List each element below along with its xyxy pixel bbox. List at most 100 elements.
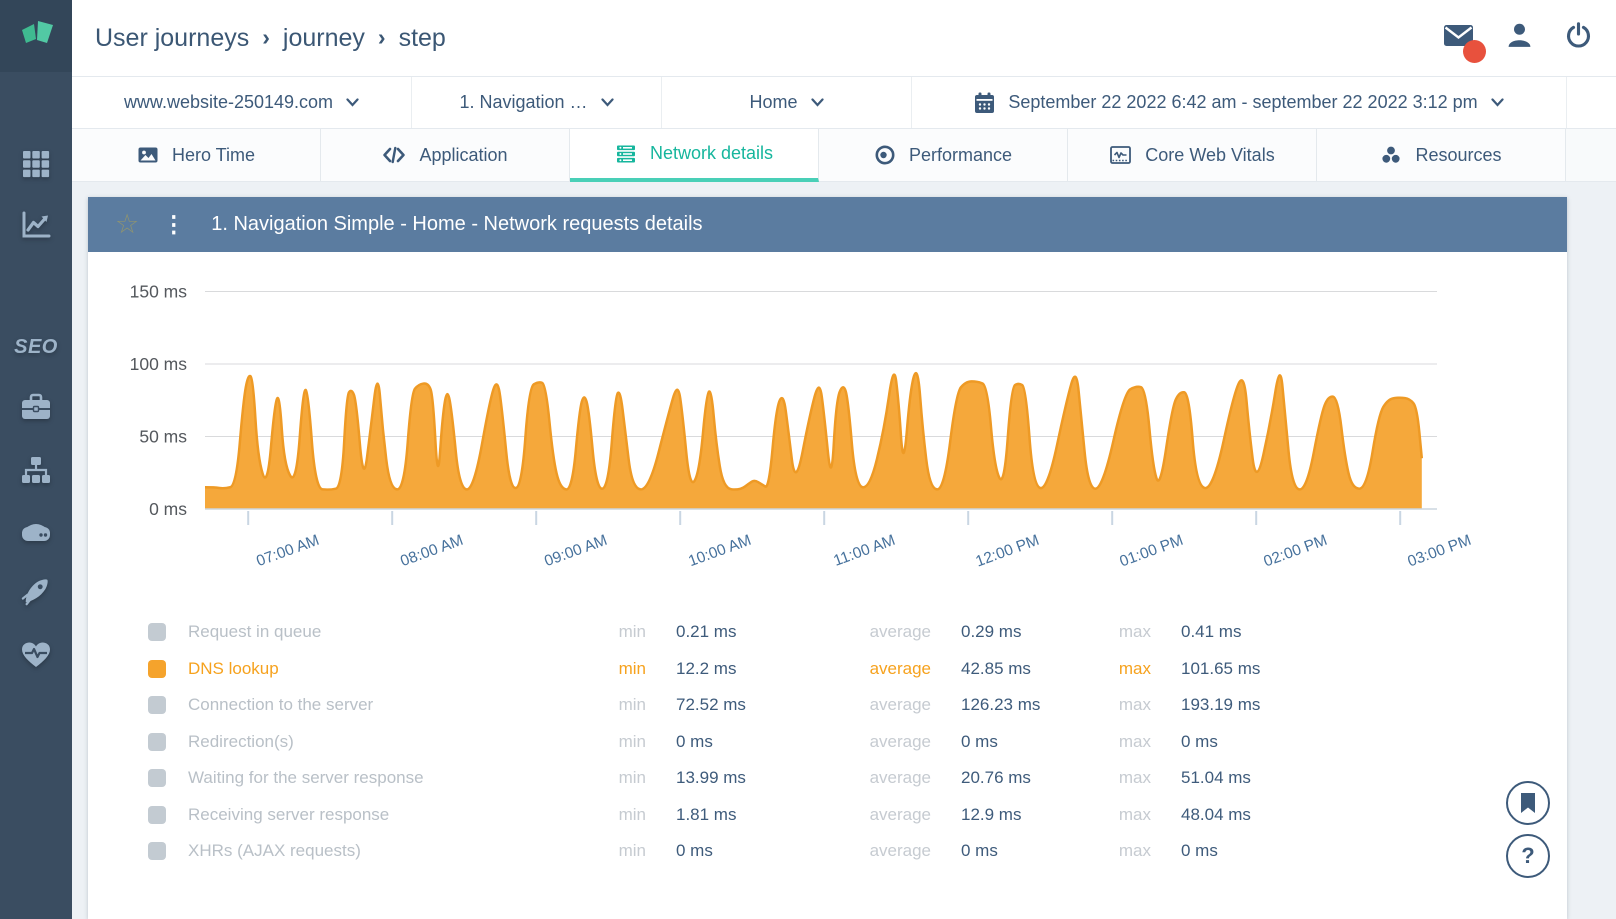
image-icon: [138, 147, 158, 163]
tabs-filler: [1566, 129, 1616, 182]
breadcrumb-user-journeys[interactable]: User journeys: [95, 23, 250, 52]
y-tick-label: 0 ms: [149, 499, 187, 519]
network-details-panel: ☆ ⋮ 1. Navigation Simple - Home - Networ…: [88, 197, 1567, 919]
max-value: 101.65 ms: [1181, 658, 1261, 678]
tab-resources[interactable]: Resources: [1317, 129, 1566, 182]
max-key: max: [1118, 768, 1151, 788]
journey-dropdown[interactable]: 1. Navigation …: [412, 77, 662, 128]
website-dropdown-value: www.website-250149.com: [123, 92, 334, 112]
legend-swatch[interactable]: [148, 842, 166, 861]
legend-label: Redirection(s): [188, 731, 294, 751]
average-key: average: [869, 658, 931, 678]
min-key: min: [618, 658, 646, 678]
breadcrumb-journey[interactable]: journey: [282, 23, 365, 52]
tab-performance[interactable]: Performance: [819, 129, 1068, 182]
tab-label: Network details: [649, 143, 774, 163]
legend-swatch[interactable]: [148, 732, 166, 751]
min-value: 0.21 ms: [676, 622, 737, 642]
legend-swatch[interactable]: [148, 769, 166, 788]
y-tick-label: 100 ms: [130, 354, 188, 374]
legend-row-redirections[interactable]: Redirection(s) min 0 ms average 0 ms max…: [88, 724, 1567, 761]
account-button[interactable]: [1506, 22, 1533, 54]
help-button[interactable]: ?: [1506, 834, 1550, 878]
grid-icon: [23, 151, 50, 178]
legend-label: Request in queue: [188, 622, 322, 642]
x-axis: [205, 508, 1437, 525]
chevron-down-icon: [810, 98, 824, 107]
legend-row-receiving-response[interactable]: Receiving server response min 1.81 ms av…: [88, 797, 1567, 834]
app-logo[interactable]: [0, 0, 72, 72]
average-key: average: [869, 695, 931, 715]
sidebar-item-health[interactable]: [0, 624, 72, 684]
min-value: 13.99 ms: [676, 768, 746, 788]
breadcrumb: User journeys › journey › step: [95, 24, 446, 53]
legend-label: Connection to the server: [188, 695, 374, 715]
logout-button[interactable]: [1565, 22, 1592, 54]
min-value: 0 ms: [676, 841, 713, 861]
chevron-down-icon: [1491, 98, 1504, 107]
sidebar-item-dashboards[interactable]: [0, 134, 72, 194]
legend-row-waiting-for-response[interactable]: Waiting for the server response min 13.9…: [88, 760, 1567, 797]
sidebar: SEO: [0, 0, 72, 919]
legend-row-dns-lookup[interactable]: DNS lookup min 12.2 ms average 42.85 ms …: [88, 651, 1567, 688]
max-value: 51.04 ms: [1181, 768, 1251, 788]
bookmark-button[interactable]: [1506, 781, 1550, 825]
average-key: average: [869, 622, 931, 642]
legend-row-connection-to-server[interactable]: Connection to the server min 72.52 ms av…: [88, 687, 1567, 724]
max-key: max: [1118, 695, 1151, 715]
x-tick-label: 12:00 PM: [973, 532, 1041, 571]
messages-button[interactable]: [1443, 24, 1486, 63]
tab-label: Hero Time: [171, 144, 256, 165]
average-value: 0 ms: [961, 841, 998, 861]
panel-title: 1. Navigation Simple - Home - Network re…: [211, 213, 703, 235]
max-value: 0.41 ms: [1181, 622, 1242, 642]
legend-swatch[interactable]: [148, 696, 166, 715]
envelope-icon: [1444, 24, 1473, 46]
tab-application[interactable]: Application: [321, 129, 570, 182]
step-dropdown[interactable]: Home: [662, 77, 912, 128]
min-key: min: [618, 622, 646, 642]
average-key: average: [869, 731, 931, 751]
tab-network-details[interactable]: Network details: [570, 129, 819, 182]
legend-swatch[interactable]: [148, 623, 166, 642]
x-tick-label: 09:00 AM: [542, 532, 609, 570]
sidebar-item-sitemap[interactable]: [0, 440, 72, 500]
website-dropdown[interactable]: www.website-250149.com: [72, 77, 412, 128]
average-value: 12.9 ms: [961, 804, 1022, 824]
network-timings-chart: 150 ms 100 ms 50 ms 0 ms 07:00 AM 08:00 …: [130, 282, 1474, 571]
calendar-icon: [975, 92, 995, 113]
sidebar-item-monitoring[interactable]: [0, 195, 72, 255]
kebab-menu-icon[interactable]: ⋮: [162, 211, 186, 237]
sidebar-item-servers[interactable]: [0, 501, 72, 561]
power-icon: [1566, 22, 1591, 48]
eye-gauge-icon: [875, 145, 895, 165]
sidebar-item-seo[interactable]: SEO: [0, 317, 72, 377]
x-tick-label: 07:00 AM: [254, 532, 321, 570]
journey-dropdown-value: 1. Navigation …: [459, 92, 588, 112]
date-range-picker[interactable]: September 22 2022 6:42 am - september 22…: [912, 77, 1567, 128]
legend-swatch[interactable]: [148, 659, 166, 678]
x-tick-label: 10:00 AM: [686, 532, 753, 570]
sidebar-item-tools[interactable]: [0, 378, 72, 438]
max-value: 0 ms: [1181, 731, 1218, 751]
favorite-star-icon[interactable]: ☆: [115, 209, 140, 239]
tab-core-web-vitals[interactable]: Core Web Vitals: [1068, 129, 1317, 182]
legend-label: Waiting for the server response: [188, 768, 424, 788]
breadcrumb-step[interactable]: step: [398, 23, 446, 52]
sidebar-item-speed[interactable]: [0, 561, 72, 621]
average-key: average: [869, 841, 931, 861]
legend-swatch[interactable]: [148, 805, 166, 824]
chevron-down-icon: [346, 98, 359, 107]
tab-hero-time[interactable]: Hero Time: [72, 129, 321, 182]
max-key: max: [1118, 622, 1151, 642]
legend-row-request-in-queue[interactable]: Request in queue min 0.21 ms average 0.2…: [88, 614, 1567, 651]
legend-row-xhrs[interactable]: XHRs (AJAX requests) min 0 ms average 0 …: [88, 833, 1567, 870]
max-value: 193.19 ms: [1181, 695, 1261, 715]
panel-header: ☆ ⋮ 1. Navigation Simple - Home - Networ…: [88, 197, 1567, 252]
max-key: max: [1118, 841, 1151, 861]
average-value: 0.29 ms: [961, 622, 1022, 642]
x-axis-labels: 07:00 AM 08:00 AM 09:00 AM 10:00 AM 11:0…: [254, 532, 1473, 571]
legend-label: DNS lookup: [188, 658, 279, 678]
y-tick-label: 150 ms: [130, 282, 188, 302]
min-key: min: [618, 804, 646, 824]
